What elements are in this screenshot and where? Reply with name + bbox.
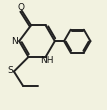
Text: O: O <box>18 3 25 12</box>
Text: S: S <box>7 66 13 75</box>
Text: N: N <box>12 37 18 46</box>
Text: NH: NH <box>40 56 53 65</box>
